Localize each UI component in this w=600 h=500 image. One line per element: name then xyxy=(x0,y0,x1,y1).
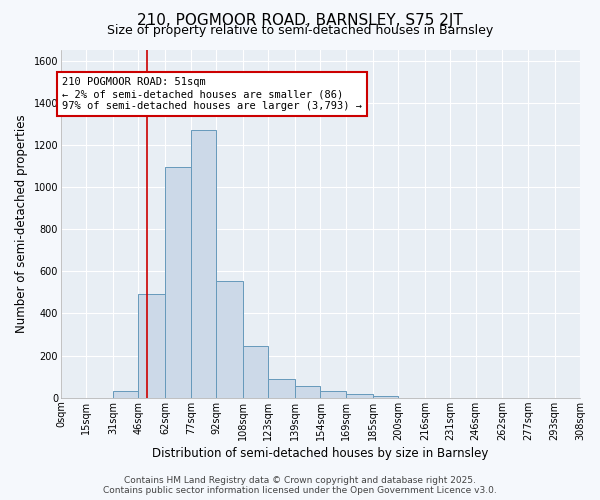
Bar xyxy=(295,386,320,398)
Text: 210, POGMOOR ROAD, BARNSLEY, S75 2JT: 210, POGMOOR ROAD, BARNSLEY, S75 2JT xyxy=(137,12,463,28)
Bar xyxy=(216,281,243,398)
Text: 210 POGMOOR ROAD: 51sqm
← 2% of semi-detached houses are smaller (86)
97% of sem: 210 POGMOOR ROAD: 51sqm ← 2% of semi-det… xyxy=(62,78,362,110)
Bar xyxy=(268,379,295,398)
X-axis label: Distribution of semi-detached houses by size in Barnsley: Distribution of semi-detached houses by … xyxy=(152,447,488,460)
Bar xyxy=(139,294,166,398)
Bar xyxy=(346,394,373,398)
Bar xyxy=(191,130,216,398)
Bar xyxy=(373,396,398,398)
Bar xyxy=(243,346,268,398)
Y-axis label: Number of semi-detached properties: Number of semi-detached properties xyxy=(15,114,28,333)
Text: Size of property relative to semi-detached houses in Barnsley: Size of property relative to semi-detach… xyxy=(107,24,493,37)
Bar xyxy=(166,167,191,398)
Bar xyxy=(320,392,346,398)
Text: Contains HM Land Registry data © Crown copyright and database right 2025.
Contai: Contains HM Land Registry data © Crown c… xyxy=(103,476,497,495)
Bar xyxy=(113,392,139,398)
